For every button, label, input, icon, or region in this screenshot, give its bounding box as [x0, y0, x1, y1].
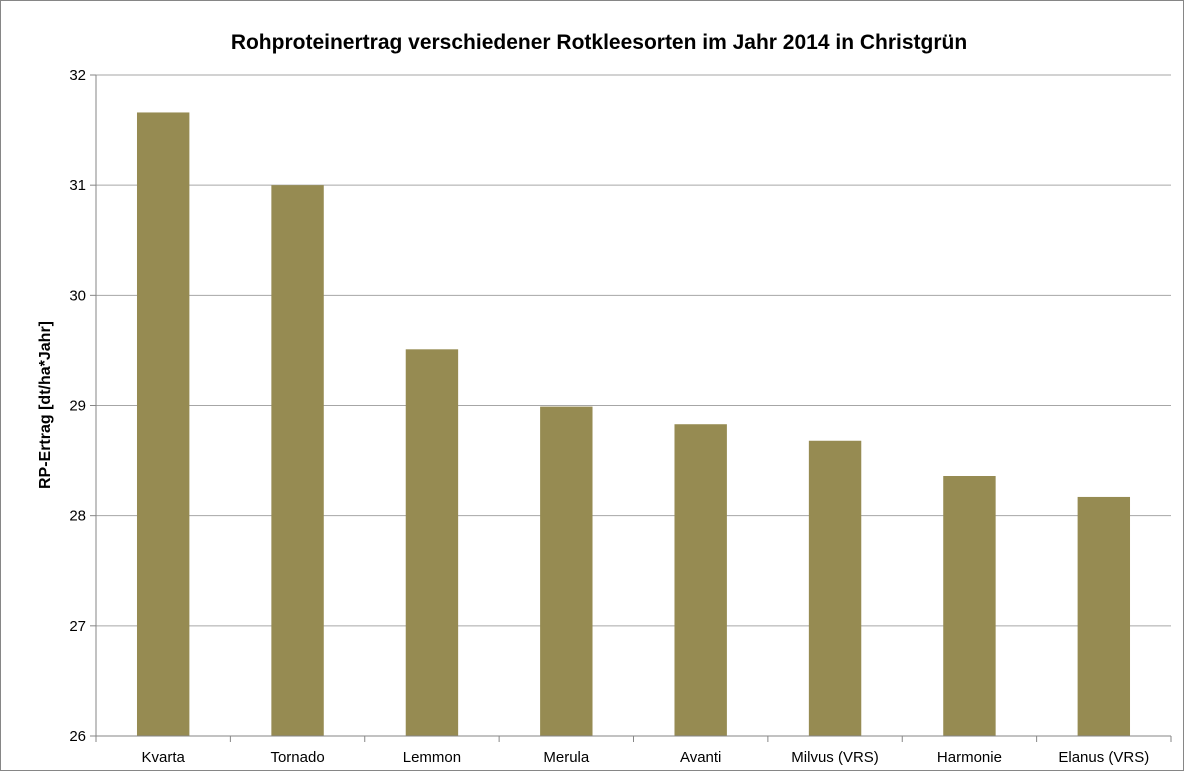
- bar-merula: [540, 406, 593, 736]
- bars: [136, 112, 1131, 736]
- x-tick-label: Harmonie: [937, 749, 1002, 766]
- gridlines: [96, 74, 1171, 627]
- bar-milvus-vrs: [808, 440, 862, 736]
- bar-lemmon: [405, 349, 459, 736]
- y-axis-label: RP-Ertrag [dt/ha*Jahr]: [37, 321, 54, 489]
- y-tick-label: 26: [69, 728, 86, 745]
- x-tick-label: Milvus (VRS): [791, 749, 879, 766]
- y-tick-label: 31: [69, 177, 86, 194]
- bar-avanti: [674, 424, 727, 736]
- x-tick-label: Kvarta: [142, 749, 186, 766]
- bar-kvarta: [136, 112, 190, 736]
- x-tick-label: Merula: [543, 749, 590, 766]
- y-tick-label: 32: [69, 67, 86, 84]
- x-tick-labels: Kvarta Tornado Lemmon Merula Avanti Milvus (V…: [142, 749, 1150, 766]
- y-tick-label: 27: [69, 618, 86, 635]
- axes: [90, 74, 1172, 742]
- bar-harmonie: [943, 476, 996, 736]
- x-tick-label: Avanti: [680, 749, 721, 766]
- bar-tornado: [271, 185, 324, 736]
- y-tick-label: 29: [69, 398, 86, 415]
- x-tick-label: Elanus (VRS): [1058, 749, 1149, 766]
- y-tick-label: 28: [69, 508, 86, 525]
- bar-elanus-vrs: [1077, 496, 1131, 736]
- y-tick-labels: 26 27 28 29 30 31 32: [69, 67, 86, 745]
- x-tick-label: Tornado: [270, 749, 324, 766]
- x-tick-label: Lemmon: [403, 749, 461, 766]
- chart-title: Rohproteinertrag verschiedener Rotkleeso…: [231, 31, 967, 54]
- y-tick-label: 30: [69, 287, 86, 304]
